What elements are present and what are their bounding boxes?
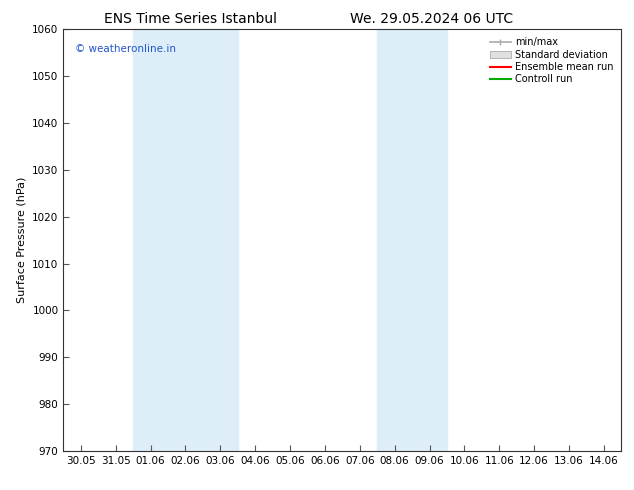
Text: We. 29.05.2024 06 UTC: We. 29.05.2024 06 UTC: [349, 12, 513, 26]
Legend: min/max, Standard deviation, Ensemble mean run, Controll run: min/max, Standard deviation, Ensemble me…: [487, 34, 616, 87]
Bar: [377, 29, 447, 451]
Y-axis label: Surface Pressure (hPa): Surface Pressure (hPa): [16, 177, 27, 303]
Text: © weatheronline.in: © weatheronline.in: [75, 44, 176, 54]
Bar: [133, 29, 238, 451]
Text: ENS Time Series Istanbul: ENS Time Series Istanbul: [104, 12, 276, 26]
